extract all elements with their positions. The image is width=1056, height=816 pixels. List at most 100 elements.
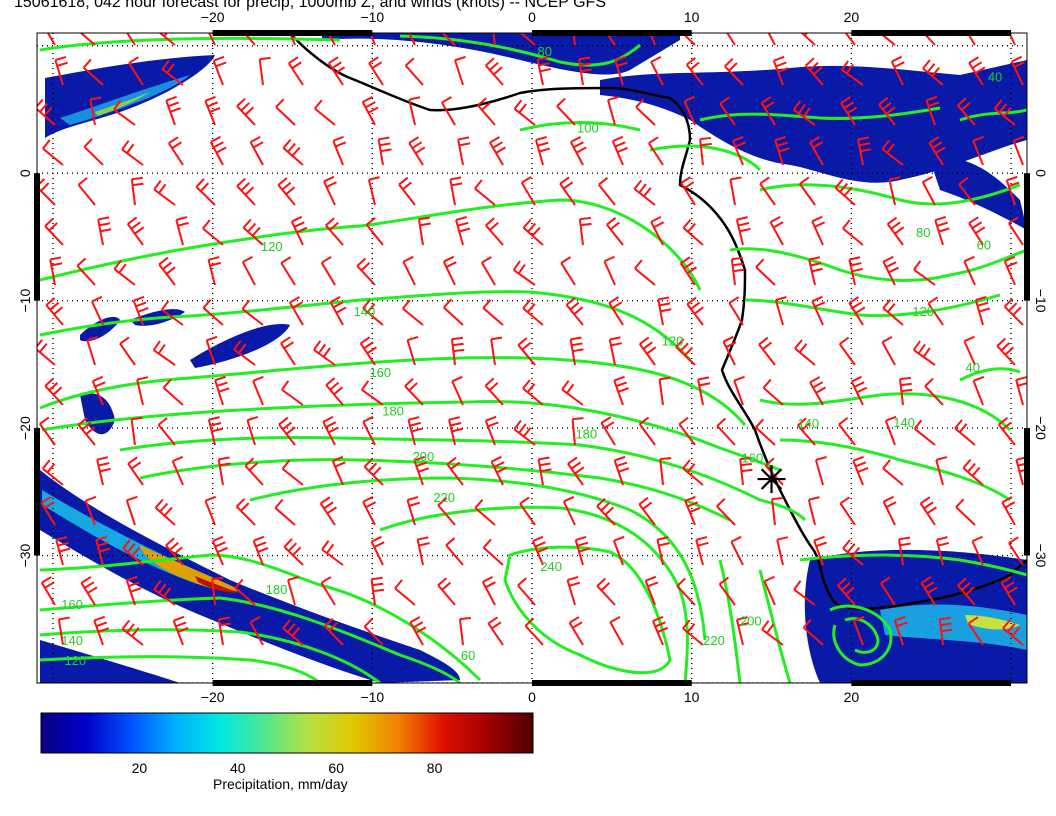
wind-barb [842,219,864,246]
wind-barb [649,33,656,46]
contour-label: 220 [703,633,725,648]
wind-barb [362,495,377,526]
wind-barb [997,417,1016,446]
wind-barb [606,216,624,246]
lon-tick-label-bottom: −20 [201,689,225,705]
wind-barb [40,496,56,526]
wind-barb [682,218,704,246]
wind-barb [283,538,304,566]
contour-line [758,569,792,683]
wind-barb [656,536,670,566]
lat-tick-label-left: 0 [17,169,33,177]
wind-barb [55,536,71,566]
wind-barb [651,615,669,646]
precip-cape-storm-mid [880,604,1027,650]
frame-bar [851,30,1012,36]
colorbar-swatch [40,712,534,754]
wind-barb [154,498,176,526]
wind-barb [878,33,896,46]
wind-barb [77,417,96,446]
wind-barb [730,535,744,566]
contour-line [718,559,742,683]
wind-barb [217,616,231,646]
wind-barb [44,217,64,246]
wind-barb [162,378,184,406]
wind-barb [209,135,227,166]
lat-tick-label-right: 0 [1033,169,1049,177]
colorbar-tick-label: 80 [427,760,443,776]
wind-barb [95,536,111,566]
wind-barb [571,417,584,446]
contour-line [249,476,707,641]
wind-barb [241,255,256,286]
contour-label: 220 [433,490,455,505]
wind-barb [409,616,427,646]
wind-barb [679,256,698,286]
wind-barb [1000,576,1018,606]
lon-tick-label-bottom: 20 [844,689,860,705]
wind-barb [40,576,56,606]
wind-barb [758,336,776,366]
wind-barb [716,417,736,446]
wind-barb [416,536,430,566]
wind-barb [39,416,56,446]
wind-barb [398,176,416,206]
lon-tick-label-top: 10 [684,9,700,25]
wind-barb [320,576,336,606]
wind-barb [157,417,176,446]
wind-barb [161,59,184,86]
wind-barb [474,179,496,206]
contour-label: 100 [577,120,599,135]
wind-barb [1001,496,1016,526]
wind-barb [682,619,704,646]
wind-barb [158,256,176,286]
wind-barb [282,138,304,166]
wind-barb [719,96,736,126]
wind-barb [234,578,256,606]
wind-barb [1012,135,1025,166]
wind-barb [893,615,908,646]
wind-barb [609,616,624,646]
map-title: 15061618, 042 hour forecast for precip, … [14,0,606,11]
wind-barb [603,255,616,286]
wind-barb [57,616,70,646]
wind-barb [249,616,264,646]
wind-barb [722,335,737,366]
wind-barb [45,297,64,326]
wind-barb [79,33,96,46]
wind-barb [880,576,896,606]
wind-barb [445,537,464,566]
wind-barb [882,255,900,286]
wind-barb [802,618,824,646]
wind-barb [482,299,504,326]
wind-barb [290,215,308,246]
wind-barb [408,96,421,126]
wind-barb [314,99,336,126]
wind-barb [86,335,99,366]
wind-barb [365,217,384,246]
wind-barb [165,95,181,126]
wind-barb [406,495,421,526]
wind-barb [153,580,176,606]
wind-barb [441,96,456,126]
wind-barb [233,340,256,366]
wind-barb [800,33,816,46]
wind-barb [370,576,385,606]
wind-barb [1005,175,1020,206]
wind-barb [437,577,456,606]
wind-barb [281,459,304,486]
contour-label: 160 [61,597,83,612]
wind-barb [513,419,536,446]
contour-label: 140 [797,416,819,431]
contour-line [119,436,807,522]
wind-barb [613,455,630,486]
lon-tick-label-bottom: 0 [528,689,536,705]
contour-line [759,392,1012,432]
wind-barb [443,298,464,326]
contour-label: 180 [266,582,288,597]
wind-barb [882,495,897,526]
wind-barb [407,416,423,446]
